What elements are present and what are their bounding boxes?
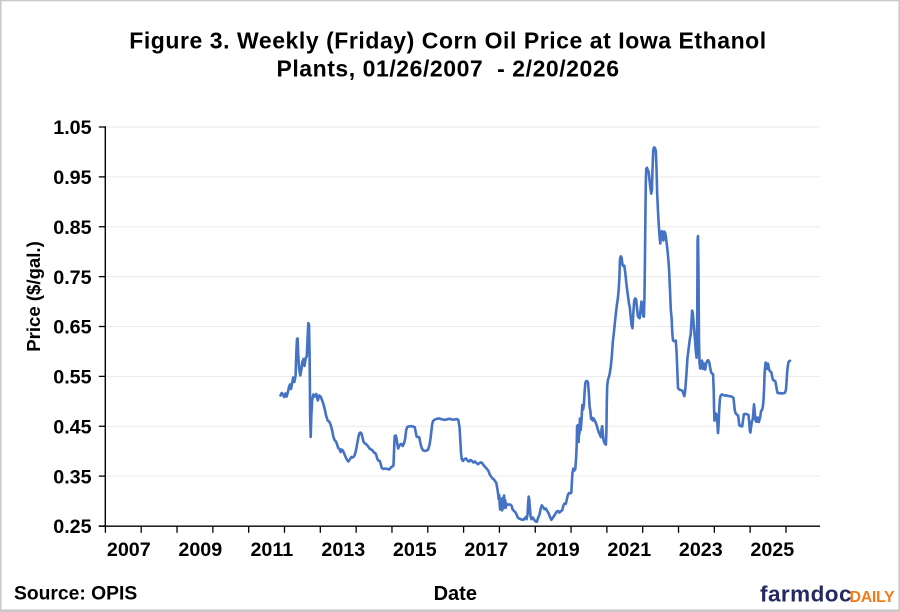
svg-text:2011: 2011	[250, 539, 293, 561]
svg-text:2009: 2009	[178, 539, 222, 561]
svg-text:0.35: 0.35	[53, 466, 91, 488]
svg-text:2019: 2019	[536, 539, 580, 561]
svg-text:0.85: 0.85	[53, 217, 91, 239]
svg-text:2025: 2025	[750, 539, 794, 561]
svg-text:Figure 3. Weekly (Friday) Corn: Figure 3. Weekly (Friday) Corn Oil Price…	[129, 28, 766, 54]
svg-text:1.05: 1.05	[53, 117, 91, 139]
svg-text:2023: 2023	[679, 539, 723, 561]
svg-text:2015: 2015	[393, 539, 437, 561]
svg-text:0.75: 0.75	[53, 267, 91, 289]
svg-text:2021: 2021	[607, 539, 651, 561]
svg-text:Source: OPIS: Source: OPIS	[14, 583, 137, 604]
svg-text:0.95: 0.95	[53, 167, 91, 189]
svg-text:Price ($/gal.): Price ($/gal.)	[23, 241, 44, 352]
svg-text:0.55: 0.55	[53, 367, 91, 389]
svg-text:2007: 2007	[107, 539, 151, 561]
svg-text:2013: 2013	[321, 539, 365, 561]
svg-text:2017: 2017	[464, 539, 508, 561]
svg-text:Plants, 01/26/2007 - 2/20/202: Plants, 01/26/2007 - 2/20/2026	[276, 56, 619, 82]
svg-text:0.25: 0.25	[53, 516, 91, 538]
svg-text:Date: Date	[434, 583, 477, 605]
svg-text:0.65: 0.65	[53, 317, 91, 339]
svg-text:0.45: 0.45	[53, 416, 91, 438]
svg-text:DAILY: DAILY	[850, 589, 895, 606]
svg-text:farmdoc: farmdoc	[760, 582, 852, 607]
